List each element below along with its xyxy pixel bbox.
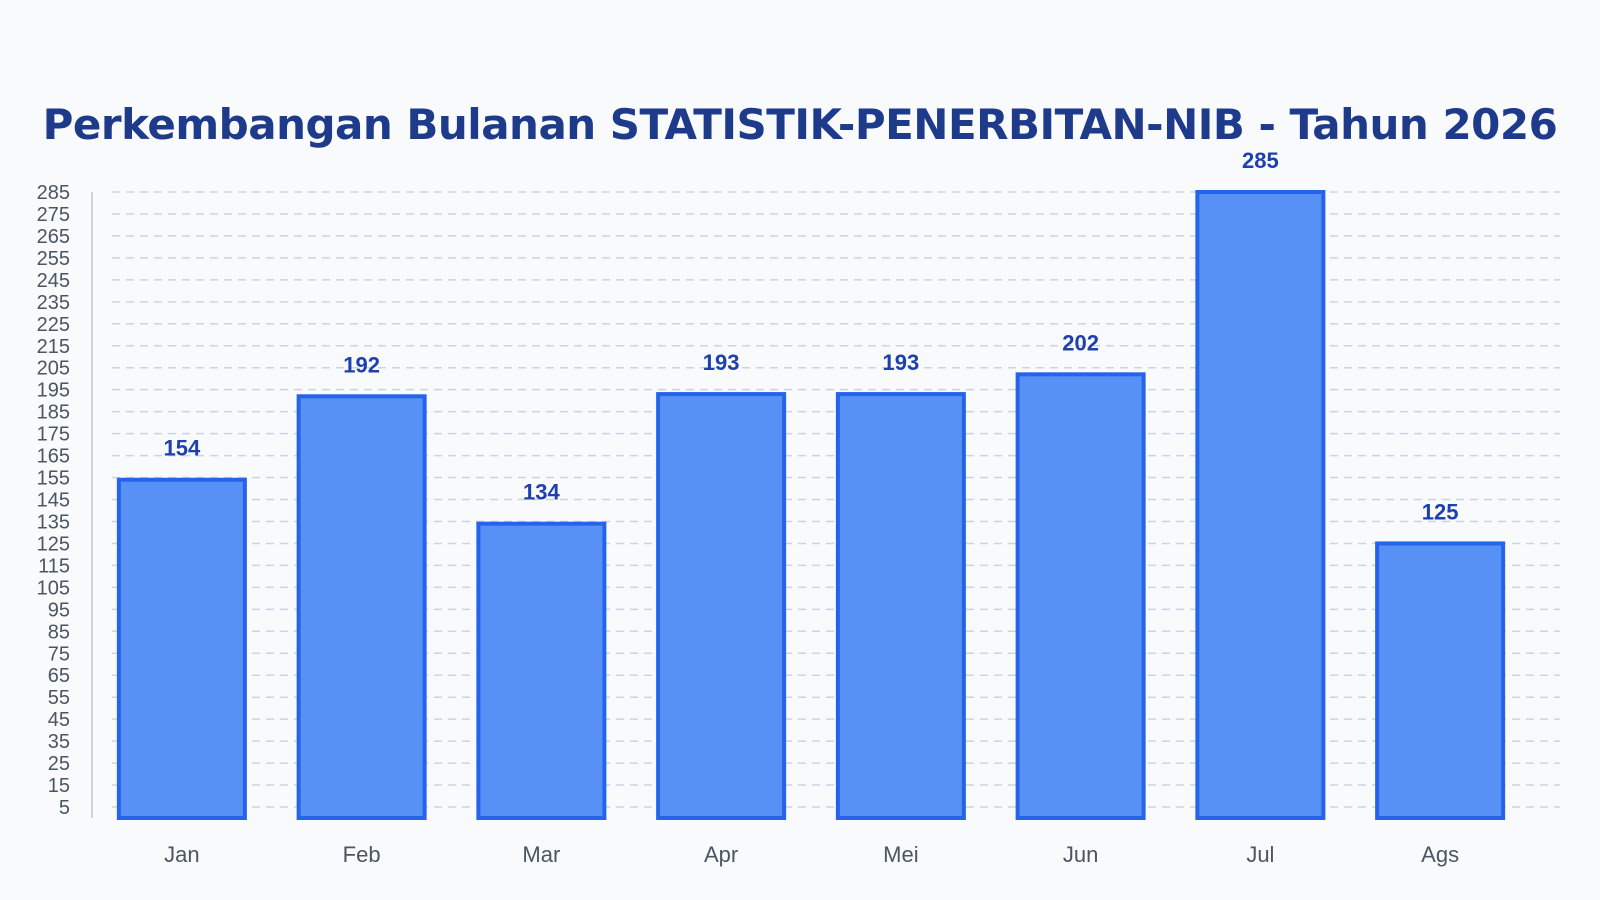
x-tick-label: Feb xyxy=(343,842,381,867)
y-tick-label: 125 xyxy=(37,533,70,555)
y-tick-label: 285 xyxy=(37,182,70,204)
y-tick-label: 195 xyxy=(37,380,70,402)
x-tick-label: Ags xyxy=(1421,842,1459,867)
x-tick-label: Apr xyxy=(704,842,738,867)
y-tick-label: 175 xyxy=(37,424,70,446)
y-tick-label: 95 xyxy=(48,599,70,621)
y-tick-label: 245 xyxy=(37,270,70,292)
y-tick-label: 215 xyxy=(37,336,70,358)
y-tick-label: 115 xyxy=(38,555,70,577)
x-tick-label: Mar xyxy=(522,842,560,867)
y-tick-label: 145 xyxy=(37,490,70,512)
bar xyxy=(1015,372,1146,820)
y-tick-label: 5 xyxy=(59,797,70,819)
y-tick-label: 25 xyxy=(48,753,70,775)
x-tick-label: Jun xyxy=(1063,842,1098,867)
data-label: 285 xyxy=(1242,148,1279,173)
y-tick-label: 265 xyxy=(37,226,70,248)
bar xyxy=(476,521,607,820)
data-label: 192 xyxy=(343,352,380,377)
bar xyxy=(835,392,966,820)
data-label: 125 xyxy=(1422,499,1459,524)
bar xyxy=(1375,541,1506,820)
y-tick-label: 255 xyxy=(37,248,70,270)
y-tick-label: 15 xyxy=(48,775,70,797)
bar xyxy=(116,477,247,820)
y-tick-label: 55 xyxy=(48,687,70,709)
y-tick-label: 205 xyxy=(37,358,70,380)
data-label: 134 xyxy=(523,480,560,505)
data-label: 154 xyxy=(164,436,201,461)
y-tick-label: 45 xyxy=(48,709,70,731)
y-tick-label: 225 xyxy=(37,314,70,336)
y-tick-label: 185 xyxy=(37,402,70,424)
y-tick-label: 105 xyxy=(37,577,70,599)
y-tick-label: 165 xyxy=(37,446,70,468)
y-tick-label: 35 xyxy=(48,731,70,753)
x-tick-label: Jan xyxy=(164,842,199,867)
y-tick-label: 85 xyxy=(48,621,70,643)
y-tick-label: 235 xyxy=(37,292,70,314)
y-tick-label: 155 xyxy=(37,468,70,490)
data-label: 193 xyxy=(703,350,740,375)
bar xyxy=(296,394,427,820)
bar xyxy=(1195,190,1326,820)
y-tick-label: 65 xyxy=(48,665,70,687)
data-label: 202 xyxy=(1062,330,1099,355)
y-tick-label: 135 xyxy=(37,511,70,533)
data-label: 193 xyxy=(883,350,920,375)
chart-title: Perkembangan Bulanan STATISTIK-PENERBITA… xyxy=(42,100,1558,149)
y-tick-label: 75 xyxy=(48,643,70,665)
x-tick-label: Jul xyxy=(1246,842,1274,867)
y-tick-label: 275 xyxy=(37,204,70,226)
x-tick-label: Mei xyxy=(883,842,918,867)
bar xyxy=(656,392,787,820)
